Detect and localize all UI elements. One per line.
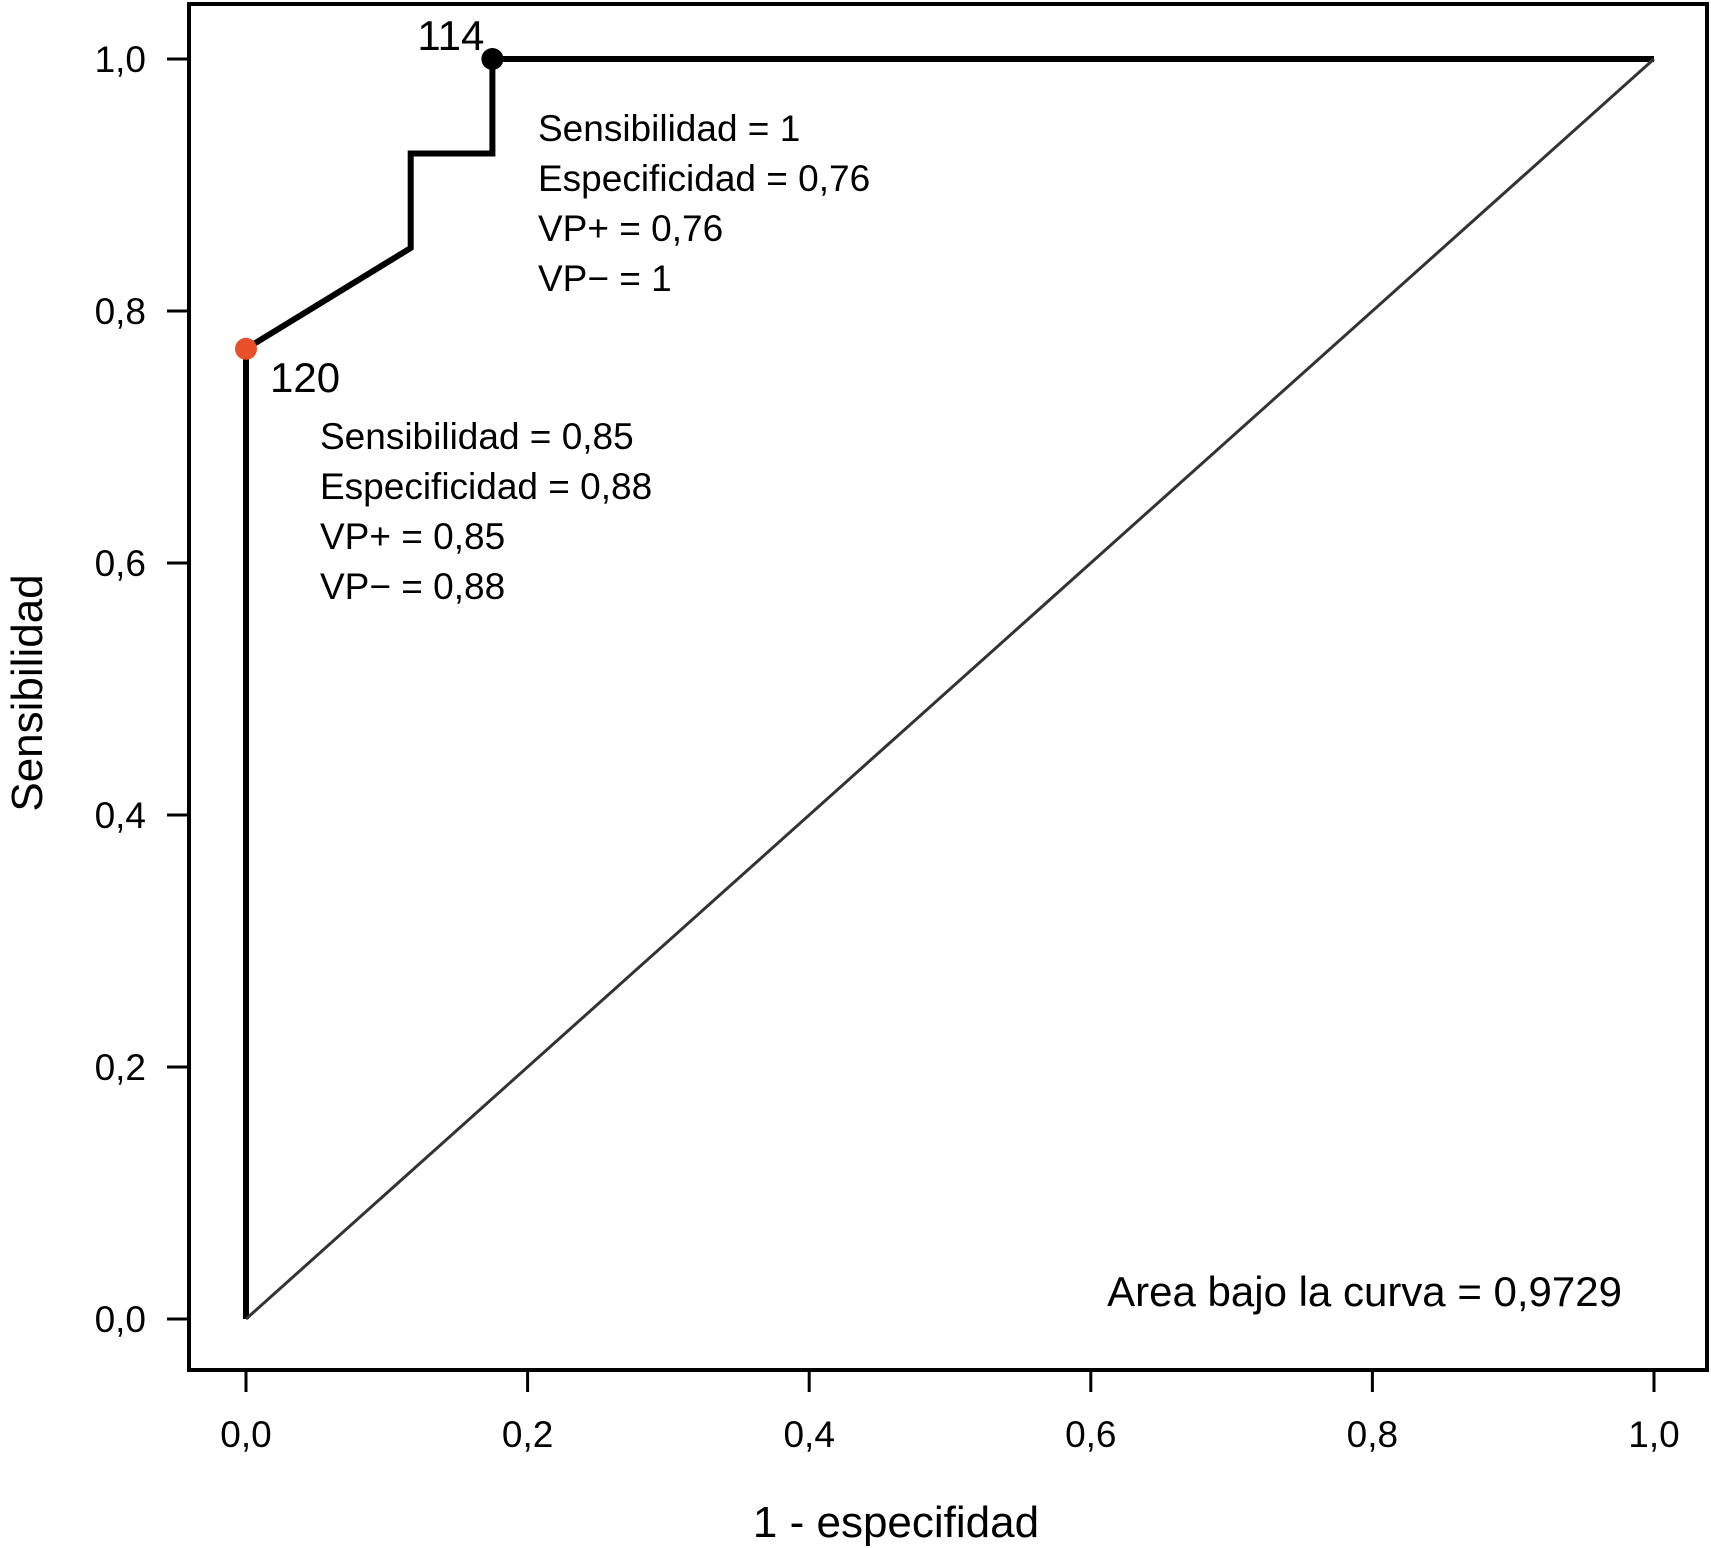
annotation-line: VP− = 0,88 <box>320 566 505 607</box>
y-tick-label: 0,2 <box>95 1047 146 1088</box>
y-axis-title: Sensibilidad <box>3 574 52 811</box>
plot-frame <box>187 2 1709 1372</box>
annotation-line: VP+ = 0,85 <box>320 516 505 557</box>
annotation-line: VP+ = 0,76 <box>538 208 723 249</box>
x-axis: 0,0 0,2 0,4 0,6 0,8 1,0 <box>220 1370 1680 1455</box>
annotations: Sensibilidad = 0,85 Especificidad = 0,88 V… <box>320 108 870 607</box>
x-tick-label: 0,6 <box>1065 1414 1116 1455</box>
auc-label: Area bajo la curva = 0,9729 <box>1107 1268 1622 1315</box>
series-layer <box>243 56 1656 1321</box>
cutoff-label-120: 120 <box>270 354 340 401</box>
annotation-line: VP− = 1 <box>538 258 672 299</box>
y-tick-label: 0,4 <box>95 795 146 836</box>
annotation-line: Sensibilidad = 1 <box>538 108 800 149</box>
x-tick-label: 0,2 <box>502 1414 553 1455</box>
annotation-line: Sensibilidad = 0,85 <box>320 416 634 457</box>
cutoff-point-120 <box>235 337 257 360</box>
annotation-line: Especificidad = 0,88 <box>320 466 652 507</box>
cutoff-label-114: 114 <box>417 12 484 59</box>
x-tick-label: 0,8 <box>1347 1414 1398 1455</box>
y-tick-label: 0,6 <box>95 543 146 584</box>
y-axis: 0,0 0,2 0,4 0,6 0,8 1,0 <box>95 39 189 1340</box>
reference-diagonal <box>244 57 1656 1321</box>
y-tick-label: 1,0 <box>95 39 146 80</box>
annotation-line: Especificidad = 0,76 <box>538 158 870 199</box>
x-axis-title: 1 - especifidad <box>753 1498 1039 1547</box>
points-layer: 120 114 <box>235 12 504 401</box>
x-tick-label: 1,0 <box>1628 1414 1679 1455</box>
y-tick-label: 0,8 <box>95 291 146 332</box>
x-tick-label: 0,0 <box>220 1414 271 1455</box>
y-tick-label: 0,0 <box>95 1299 146 1340</box>
x-tick-label: 0,4 <box>783 1414 834 1455</box>
cutoff-point-114 <box>481 48 504 70</box>
